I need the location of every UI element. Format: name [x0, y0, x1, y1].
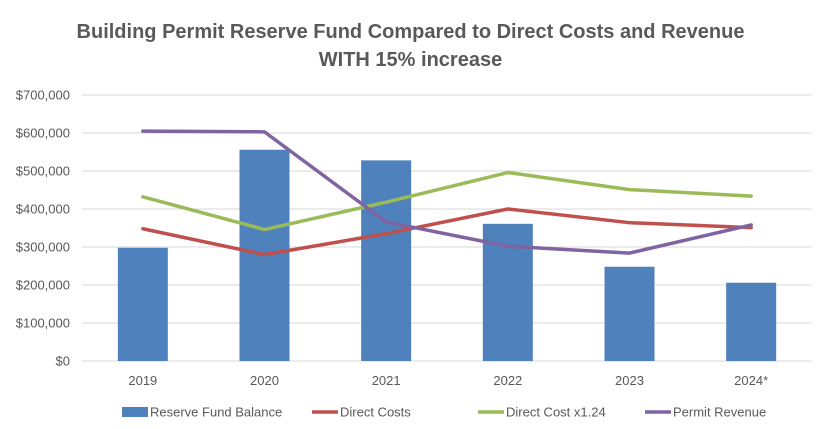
line-permit-revenue	[141, 129, 753, 255]
legend-label-reserve-fund-balance: Reserve Fund Balance	[150, 405, 282, 420]
x-tick-label: 2023	[615, 373, 644, 388]
chart-title: Building Permit Reserve Fund Compared to…	[0, 18, 821, 74]
bar-reserve-fund	[726, 282, 777, 361]
y-tick-label: $200,000	[16, 278, 70, 293]
legend-label-direct-costs: Direct Costs	[340, 405, 411, 420]
x-tick-label: 2019	[128, 373, 157, 388]
x-tick-label: 2020	[250, 373, 279, 388]
bar-reserve-fund	[604, 266, 655, 361]
legend-swatch-reserve-fund-balance	[122, 407, 148, 417]
x-tick-label: 2024*	[734, 373, 768, 388]
y-tick-label: $0	[56, 354, 70, 369]
x-tick-label: 2021	[372, 373, 401, 388]
y-tick-label: $500,000	[16, 164, 70, 179]
chart-subtitle: WITH 15% increase	[318, 49, 503, 71]
legend-label-permit-revenue: Permit Revenue	[673, 405, 766, 420]
chart-title-line1: Building Permit Reserve Fund Compared to…	[76, 21, 745, 43]
bar-reserve-fund	[361, 160, 412, 361]
x-tick-label: 2022	[493, 373, 522, 388]
y-tick-label: $600,000	[16, 126, 70, 141]
y-tick-label: $100,000	[16, 316, 70, 331]
y-tick-label: $300,000	[16, 240, 70, 255]
y-tick-label: $400,000	[16, 202, 70, 217]
line-direct-cost-x1-24	[141, 170, 753, 232]
legend-label-direct-cost-x1-24: Direct Cost x1.24	[506, 405, 606, 420]
y-tick-label: $700,000	[16, 88, 70, 103]
bar-reserve-fund	[117, 247, 168, 361]
line-direct-costs	[141, 207, 753, 257]
